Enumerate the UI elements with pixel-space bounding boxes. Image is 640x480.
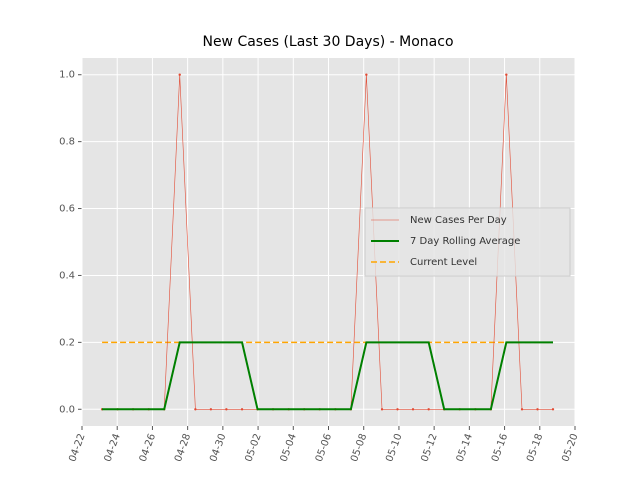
point [209,408,213,411]
x-tick-label: 05-16 [490,432,510,463]
x-tick-label: 05-04 [279,432,299,463]
legend-label: New Cases Per Day [410,215,507,226]
point [536,408,539,411]
x-tick-label: 04-24 [103,432,123,463]
y-tick-label: 0.8 [59,137,75,148]
point [396,408,399,411]
x-tick-label: 05-08 [349,432,369,463]
y-tick-label: 0.6 [59,204,75,215]
point [427,408,430,411]
x-tick-label: 05-10 [384,432,404,463]
point [380,408,384,411]
chart-title: New Cases (Last 30 Days) - Monaco [202,34,453,50]
y-tick-label: 0.0 [59,404,75,415]
x-tick-label: 05-14 [455,432,475,463]
legend-label: 7 Day Rolling Average [410,236,520,247]
series-line [102,341,553,411]
point [505,73,508,76]
point [240,408,244,411]
legend-box [364,207,571,277]
y-tick-label: 0.2 [59,337,75,348]
point [411,408,415,411]
point [225,408,228,411]
point [194,408,197,411]
x-tick-label: 04-26 [138,432,158,463]
x-tick-label: 05-06 [314,432,334,463]
x-tick-label: 05-20 [560,432,580,463]
legend: New Cases Per Day 7 Day Rolling Average Cu… [364,207,571,277]
legend-label: Current Level [410,257,477,268]
x-tick-label: 04-22 [67,432,87,463]
x-tick-label: 05-18 [525,432,545,463]
point [520,408,524,411]
x-tick-label: 04-30 [208,432,228,463]
point [551,408,555,411]
x-tick-label: 05-12 [420,432,440,463]
point [178,73,181,76]
point [365,73,368,76]
x-tick-label: 05-02 [243,432,263,463]
y-tick-label: 1.0 [59,70,75,81]
x-tick-label: 04-28 [173,432,193,463]
y-tick-label: 0.4 [59,270,75,281]
